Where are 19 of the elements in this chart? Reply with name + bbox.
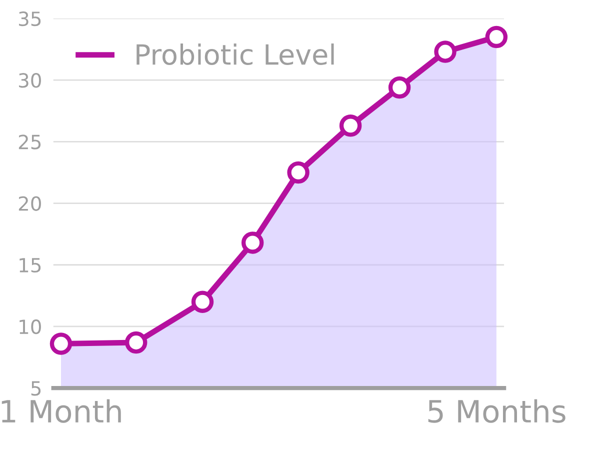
- y-tick-label: 10: [20, 319, 41, 334]
- point: [241, 232, 264, 254]
- point: [434, 40, 456, 63]
- y-tick-label: 25: [18, 134, 41, 150]
- legend-label: Probiotic Level: [136, 43, 334, 65]
- x-tick-label: 5 Months: [428, 399, 566, 423]
- point: [191, 290, 214, 313]
- y-tick-label: 30: [19, 73, 41, 88]
- y-tick-label: 5: [31, 381, 41, 396]
- point: [287, 161, 310, 184]
- y-tick-label: 20: [18, 196, 41, 211]
- point: [124, 331, 148, 354]
- point: [485, 26, 508, 48]
- point: [339, 114, 362, 137]
- point: [50, 332, 72, 355]
- y-tick-label: 35: [19, 11, 41, 26]
- point: [388, 76, 411, 99]
- y-tick-label: 15: [20, 258, 41, 273]
- x-tick-label: 1 Month: [2, 399, 121, 423]
